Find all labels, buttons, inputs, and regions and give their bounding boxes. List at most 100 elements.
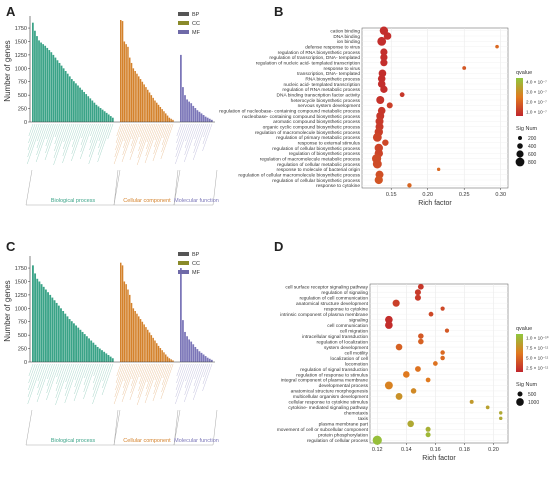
- panel-a-legend-label: BP: [192, 12, 200, 18]
- panel-b-x-tick-label: 0.30: [495, 192, 506, 198]
- panel-c-bar-cc: [150, 335, 153, 362]
- panel-a-bar-mf: [208, 118, 211, 122]
- panel-a-bar-bp: [62, 68, 65, 122]
- panel-d-point: [403, 371, 410, 378]
- panel-a-bar-bp: [109, 116, 112, 122]
- panel-c-bar-bp: [32, 265, 34, 362]
- panel-a-bar-cc: [141, 81, 144, 122]
- panel-a-category-label-mf: [193, 123, 204, 154]
- panel-d-legend-size-label: 500: [528, 392, 537, 398]
- panel-c-bar-bp: [111, 358, 114, 362]
- panel-a-category-label-bp: [45, 123, 54, 147]
- panel-a-category-label-bp: [97, 123, 110, 156]
- panel-c-category-label-bp: [37, 363, 47, 389]
- panel-a-bar-mf: [198, 111, 201, 122]
- panel-c-group-bracket: [113, 409, 179, 446]
- panel-a-group-label: Biological process: [51, 198, 96, 204]
- panel-d-point: [469, 399, 474, 404]
- panel-d-legend-qvalue-title: qvalue: [516, 326, 532, 332]
- panel-a-category-label-bp: [80, 123, 91, 153]
- panel-c-category-label-bp: [37, 363, 49, 396]
- panel-a-bar-cc: [172, 119, 174, 122]
- panel-d-point: [395, 392, 403, 400]
- panel-c-category-label-cc: [131, 363, 138, 380]
- panel-a-category-label-cc: [138, 123, 147, 145]
- panel-d-point: [395, 343, 403, 351]
- panel-b-term-label: aromatic compound biosynthetic process: [273, 119, 361, 125]
- panel-b-point: [376, 96, 385, 104]
- panel-c-bar-cc: [168, 358, 171, 362]
- panel-c-bar-cc: [145, 327, 147, 362]
- panel-a-y-tick-label: 500: [18, 93, 27, 99]
- panel-d-point: [407, 420, 414, 428]
- panel-c-category-label-cc: [154, 363, 161, 381]
- panel-a-bar-bp: [73, 81, 75, 122]
- panel-d-term-label: cell surface receptor signaling pathway: [285, 285, 368, 291]
- panel-a-bar-bp: [38, 40, 40, 122]
- panel-c-bar-cc: [139, 319, 142, 362]
- panel-a-bar-bp: [42, 44, 44, 122]
- panel-c-bar-mf: [182, 320, 184, 362]
- panel-c-bar-mf: [190, 341, 193, 362]
- panel-a-category-label-mf: [202, 123, 213, 152]
- panel-d-point: [440, 306, 445, 311]
- panel-a-group-label: Molecular function: [174, 198, 219, 204]
- panel-c-bar-mf: [206, 357, 209, 362]
- panel-a-category-label-cc: [154, 123, 161, 141]
- panel-a-bar-bp: [91, 100, 94, 122]
- panel-c-category-label-bp: [101, 363, 114, 396]
- panel-a-y-tick-label: 750: [18, 80, 27, 86]
- panel-c-y-tick-label: 1250: [15, 293, 27, 299]
- panel-d-legend-qvalue-tick: 5.0 × 10⁻¹¹: [526, 356, 549, 361]
- panel-a-category-label-cc: [113, 123, 129, 165]
- panel-a-y-axis-title: Number of genes: [3, 40, 12, 101]
- panel-d-term-label: protein phosphorylation: [318, 433, 368, 439]
- panel-label-c: C: [6, 239, 16, 254]
- panel-d-legend-qvalue-bar: [516, 334, 523, 372]
- panel-a-bar-mf: [204, 116, 207, 122]
- panel-a-category-label-cc: [153, 123, 165, 155]
- panel-a-bar-mf: [190, 103, 193, 122]
- panel-a-category-label-bp: [53, 123, 69, 166]
- panel-c-category-label-bp: [27, 363, 42, 405]
- panel-a-bar-bp: [83, 91, 85, 122]
- panel-a-category-label-cc: [162, 123, 168, 139]
- panel-a-category-label-mf: [184, 123, 196, 156]
- panel-c-bar-bp: [75, 325, 78, 362]
- panel-b-point: [377, 74, 386, 83]
- panel-d-term-label: localization of cell: [330, 356, 368, 362]
- panel-b-legend-qvalue-tick: 2.0 × 10⁻⁷: [526, 100, 547, 105]
- panel-c-category-label-bp: [83, 363, 94, 393]
- panel-c-category-label-cc: [121, 363, 136, 403]
- panel-c-bar-mf: [192, 344, 195, 362]
- panel-b-term-label: regulation of macromolecule biosynthetic…: [255, 130, 361, 136]
- panel-a-bar-mf: [200, 113, 203, 122]
- panel-c-bar-cc: [161, 350, 163, 362]
- panel-c-category-label-cc: [138, 363, 149, 392]
- panel-a-category-label-bp: [36, 123, 46, 149]
- panel-a-bar-bp: [56, 60, 59, 122]
- panel-d-term-label: regulation of response to stimulus: [296, 372, 368, 378]
- panel-c-category-label-bp: [46, 363, 55, 387]
- panel-a-category-label-cc: [136, 123, 152, 166]
- panel-c-category-label-bp: [37, 363, 45, 382]
- panel-c-y-tick-label: 750: [18, 320, 27, 326]
- panel-c-category-label-cc: [131, 363, 140, 387]
- panel-b-term-label: regulation of nucleic acid- templated tr…: [256, 60, 361, 66]
- panel-c-category-label-bp: [55, 363, 68, 399]
- panel-a-group-bracket: [25, 169, 119, 206]
- panel-c-group-bracket: [25, 409, 119, 446]
- panel-b-point: [407, 183, 412, 188]
- panel-a-category-label-cc: [129, 123, 143, 161]
- panel-c-bar-bp: [79, 329, 82, 362]
- panel-a-category-label-bp: [89, 123, 99, 151]
- panel-a-bar-cc: [136, 73, 138, 122]
- panel-a-bar-bp: [52, 54, 55, 122]
- panel-a-bar-bp: [70, 79, 73, 122]
- panel-b-term-label: RNA biosynthetic process: [305, 76, 360, 82]
- panel-c-category-label-bp: [74, 363, 86, 395]
- panel-d-legend-size-label: 1000: [528, 400, 539, 406]
- panel-a-legend-swatch: [178, 30, 189, 34]
- panel-a-category-label-bp: [28, 123, 36, 144]
